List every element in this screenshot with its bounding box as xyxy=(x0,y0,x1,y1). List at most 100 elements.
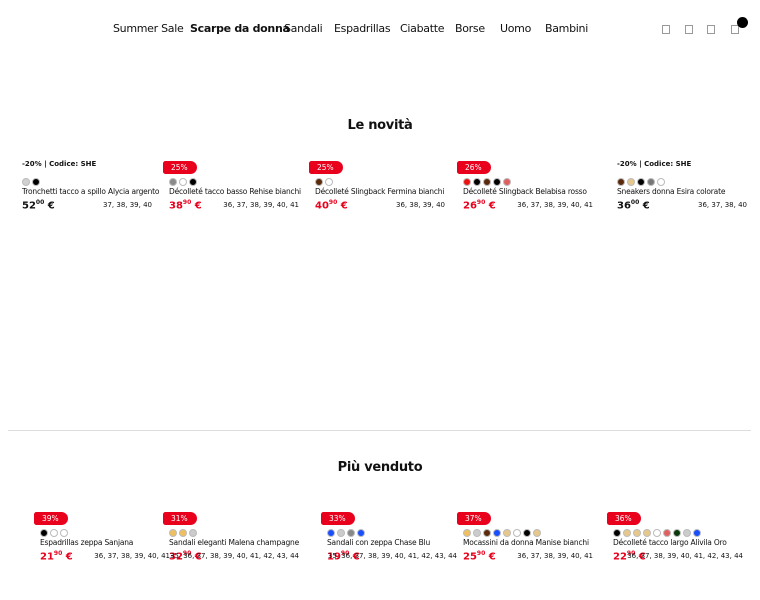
color-swatch[interactable] xyxy=(463,529,471,537)
search-icon[interactable] xyxy=(662,25,670,34)
color-swatch[interactable] xyxy=(503,529,511,537)
color-swatch[interactable] xyxy=(623,529,631,537)
color-swatch[interactable] xyxy=(693,529,701,537)
color-swatch[interactable] xyxy=(483,178,491,186)
color-swatch[interactable] xyxy=(179,529,187,537)
price-currency: € xyxy=(642,200,650,212)
product-card[interactable]: 26% Décolleté Slingback Belabisa rosso 269… xyxy=(457,160,593,220)
cart-icon[interactable] xyxy=(731,25,739,34)
product-name: Décolleté tacco basso Rehise bianchi xyxy=(169,187,301,196)
section-title: Le novità xyxy=(347,118,413,133)
product-card[interactable]: 25% Décolleté Slingback Fermina bianchi 40… xyxy=(309,160,445,220)
color-swatch[interactable] xyxy=(463,178,471,186)
discount-badge: 33% xyxy=(321,512,355,525)
color-swatch[interactable] xyxy=(637,178,645,186)
color-swatch[interactable] xyxy=(483,529,491,537)
color-swatch[interactable] xyxy=(643,529,651,537)
discount-badge: 37% xyxy=(457,512,491,525)
cart-badge xyxy=(737,17,748,28)
sizes: 37, 38, 39, 40 xyxy=(103,201,152,209)
color-swatch[interactable] xyxy=(533,529,541,537)
product-name: Décolleté Slingback Belabisa rosso xyxy=(463,187,587,196)
nav-link[interactable]: Bambini xyxy=(545,22,588,35)
product-card[interactable]: -20% | Codice: SHE Tronchetti tacco a spi… xyxy=(22,160,159,220)
price-cents: 90 xyxy=(340,550,350,557)
color-swatch[interactable] xyxy=(60,529,68,537)
nav-link[interactable]: Uomo xyxy=(500,22,532,35)
product-card[interactable]: 31% Sandali eleganti Malena champagne 3290… xyxy=(163,511,299,571)
color-swatch[interactable] xyxy=(513,529,521,537)
color-swatch[interactable] xyxy=(663,529,671,537)
price-currency: € xyxy=(47,200,55,212)
price-main: 32 xyxy=(169,551,183,563)
color-swatch[interactable] xyxy=(357,529,365,537)
color-swatch[interactable] xyxy=(189,529,197,537)
sizes: 36, 37, 38, 39, 40, 41 xyxy=(94,552,170,560)
color-swatch[interactable] xyxy=(673,529,681,537)
product-name: Sandali con zeppa Chase Blu xyxy=(327,538,430,547)
color-swatch[interactable] xyxy=(683,529,691,537)
color-swatch[interactable] xyxy=(647,178,655,186)
product-card[interactable]: 37% Mocassini da donna Manise bianchi 2590… xyxy=(457,511,593,571)
color-swatches xyxy=(463,178,511,186)
color-swatch[interactable] xyxy=(169,529,177,537)
color-swatch[interactable] xyxy=(473,529,481,537)
nav-link[interactable]: Espadrillas xyxy=(334,22,391,35)
price-currency: € xyxy=(194,200,202,212)
price-main: 22 xyxy=(613,551,627,563)
color-swatch[interactable] xyxy=(523,529,531,537)
product-price: 3890 € xyxy=(169,199,202,211)
color-swatch[interactable] xyxy=(653,529,661,537)
price-cents: 00 xyxy=(35,199,45,206)
color-swatch[interactable] xyxy=(327,529,335,537)
nav-link[interactable]: Scarpe da donna xyxy=(190,22,290,35)
color-swatch[interactable] xyxy=(22,178,30,186)
color-swatch[interactable] xyxy=(473,178,481,186)
product-card[interactable]: -20% | Codice: SHE Sneakers donna Esira c… xyxy=(617,160,747,220)
product-price: 2690 € xyxy=(463,199,496,211)
product-card[interactable]: 33% Sandali con zeppa Chase Blu 1990 €35, … xyxy=(321,511,457,571)
discount-badge: 25% xyxy=(309,161,343,174)
color-swatch[interactable] xyxy=(493,529,501,537)
color-swatches xyxy=(613,529,701,537)
account-icon[interactable] xyxy=(685,25,693,34)
color-swatch[interactable] xyxy=(503,178,511,186)
discount-badge: 39% xyxy=(34,512,68,525)
promo-code: -20% | Codice: SHE xyxy=(617,160,692,168)
color-swatch[interactable] xyxy=(179,178,187,186)
color-swatch[interactable] xyxy=(633,529,641,537)
color-swatch[interactable] xyxy=(493,178,501,186)
color-swatch[interactable] xyxy=(50,529,58,537)
price-main: 40 xyxy=(315,200,329,212)
color-swatches xyxy=(327,529,365,537)
product-card[interactable]: 39% Espadrillas zeppa Sanjana 2190 €36, 37… xyxy=(34,511,170,571)
color-swatch[interactable] xyxy=(40,529,48,537)
color-swatch[interactable] xyxy=(627,178,635,186)
product-price: 2190 € xyxy=(40,550,73,562)
discount-badge: 36% xyxy=(607,512,641,525)
price-main: 25 xyxy=(463,551,477,563)
color-swatch[interactable] xyxy=(315,178,323,186)
color-swatch[interactable] xyxy=(337,529,345,537)
price-currency: € xyxy=(488,200,496,212)
color-swatch[interactable] xyxy=(617,178,625,186)
product-card[interactable]: 25% Décolleté tacco basso Rehise bianchi 3… xyxy=(163,160,301,220)
nav-link[interactable]: Summer Sale xyxy=(113,22,184,35)
color-swatch[interactable] xyxy=(169,178,177,186)
nav-link[interactable]: Ciabatte xyxy=(400,22,445,35)
color-swatch[interactable] xyxy=(657,178,665,186)
color-swatch[interactable] xyxy=(325,178,333,186)
color-swatches xyxy=(463,529,541,537)
color-swatch[interactable] xyxy=(189,178,197,186)
product-price: 1990 € xyxy=(327,550,360,562)
price-cents: 90 xyxy=(476,550,486,557)
color-swatch[interactable] xyxy=(32,178,40,186)
nav-link[interactable]: Sandali xyxy=(284,22,323,35)
nav-link[interactable]: Borse xyxy=(455,22,485,35)
product-card[interactable]: 36% Décolleté tacco largo Alivila Oro 2290… xyxy=(607,511,743,571)
price-cents: 90 xyxy=(328,199,338,206)
color-swatch[interactable] xyxy=(347,529,355,537)
color-swatch[interactable] xyxy=(613,529,621,537)
wishlist-icon[interactable] xyxy=(707,25,715,34)
